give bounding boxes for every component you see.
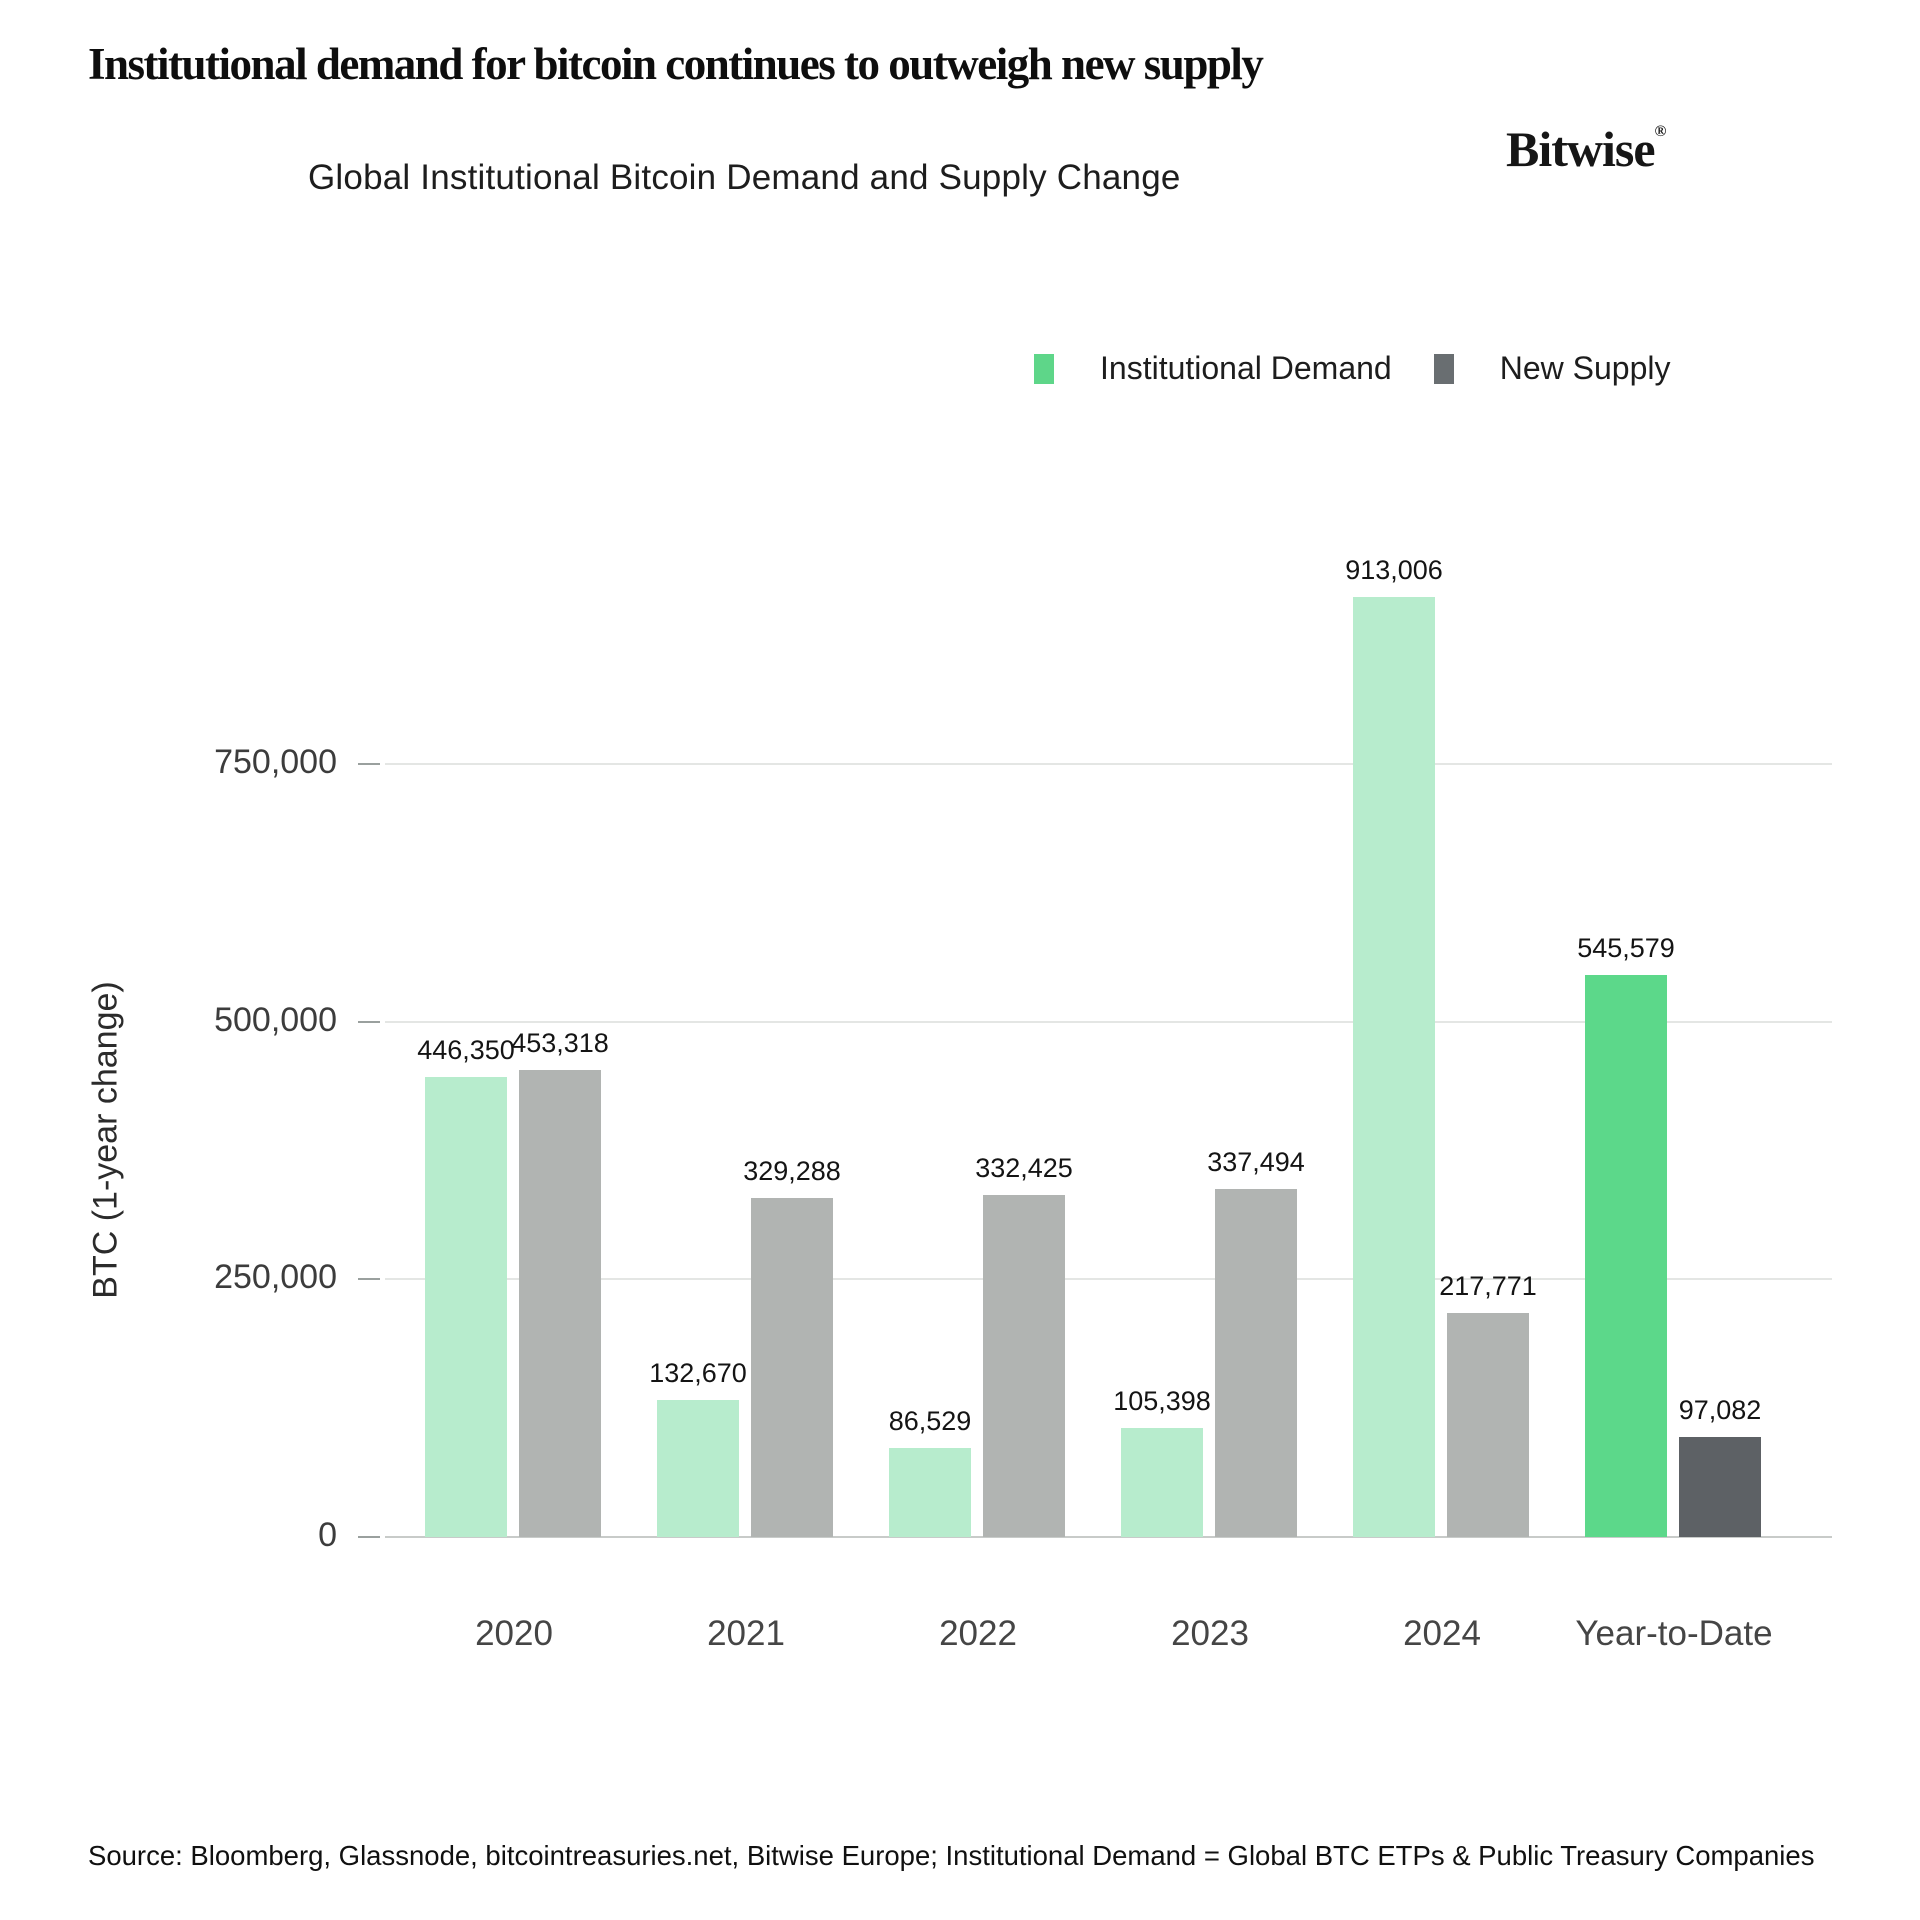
- x-axis-label: 2021: [707, 1614, 785, 1653]
- bar-new-supply: [519, 1070, 601, 1537]
- bar-value-label: 97,082: [1678, 1395, 1762, 1425]
- bar-new-supply: [751, 1198, 833, 1537]
- bar-institutional-demand: [1585, 975, 1667, 1537]
- y-axis-tick: [358, 763, 380, 765]
- x-axis-label: 2024: [1403, 1614, 1481, 1653]
- gridline: [385, 1021, 1832, 1023]
- bar-value-label: 453,318: [511, 1028, 609, 1058]
- bar-value-label: 86,529: [888, 1406, 972, 1436]
- legend: Institutional Demand New Supply: [1034, 350, 1670, 387]
- y-tick-label: 250,000: [214, 1258, 337, 1296]
- bitwise-logo: Bitwise®: [1506, 120, 1667, 178]
- legend-label-new-supply: New Supply: [1499, 350, 1671, 386]
- bar-value-label: 132,670: [649, 1358, 747, 1388]
- y-axis-tick: [358, 1021, 380, 1023]
- bar-value-label: 332,425: [975, 1153, 1073, 1183]
- bar-institutional-demand: [1121, 1428, 1203, 1537]
- source-note: Source: Bloomberg, Glassnode, bitcointre…: [88, 1840, 1815, 1871]
- legend-swatch-institutional-demand: [1034, 353, 1054, 384]
- bar-new-supply: [1215, 1189, 1297, 1537]
- bar-value-label: 545,579: [1577, 933, 1675, 963]
- bar-institutional-demand: [657, 1400, 739, 1537]
- y-axis-tick: [358, 1278, 380, 1280]
- bar-new-supply: [983, 1195, 1065, 1537]
- bar-institutional-demand: [889, 1448, 971, 1537]
- y-axis-tick: [358, 1536, 380, 1538]
- gridline: [385, 763, 1832, 765]
- bar-value-label: 105,398: [1113, 1386, 1211, 1416]
- bar-new-supply: [1679, 1437, 1761, 1537]
- gridline: [385, 1278, 1832, 1280]
- bitwise-logo-text: Bitwise: [1506, 121, 1656, 177]
- x-axis-label: Year-to-Date: [1575, 1614, 1773, 1653]
- bar-institutional-demand: [1353, 597, 1435, 1537]
- y-tick-label: 0: [318, 1516, 337, 1554]
- legend-label-institutional-demand: Institutional Demand: [1100, 350, 1392, 386]
- bar-value-label: 913,006: [1345, 555, 1443, 585]
- registered-trademark-icon: ®: [1654, 123, 1667, 140]
- x-axis-label: 2020: [475, 1614, 553, 1653]
- bar-value-label: 337,494: [1207, 1147, 1305, 1177]
- y-tick-label: 500,000: [214, 1001, 337, 1039]
- bar-institutional-demand: [425, 1077, 507, 1537]
- legend-swatch-new-supply: [1433, 353, 1454, 384]
- x-axis-line: [385, 1536, 1832, 1538]
- bar-value-label: 217,771: [1439, 1271, 1537, 1301]
- page-title: Institutional demand for bitcoin continu…: [88, 39, 1264, 89]
- bar-new-supply: [1447, 1313, 1529, 1537]
- bar-value-label: 329,288: [743, 1156, 841, 1186]
- chart-title: Global Institutional Bitcoin Demand and …: [308, 158, 1181, 197]
- x-axis-label: 2022: [939, 1614, 1017, 1653]
- x-axis-label: 2023: [1171, 1614, 1249, 1653]
- y-tick-label: 750,000: [214, 743, 337, 781]
- bar-value-label: 446,350: [417, 1035, 515, 1065]
